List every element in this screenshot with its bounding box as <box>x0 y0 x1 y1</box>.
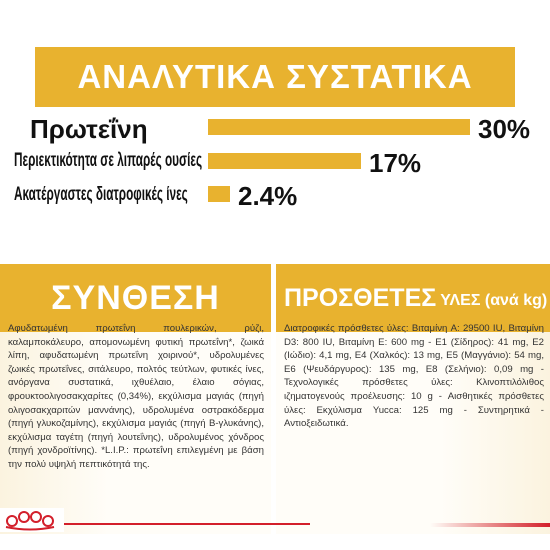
royal-crown-icon <box>0 508 64 532</box>
additives-text: Διατροφικές πρόσθετες ύλες: Βιταμίνη A: … <box>284 323 544 430</box>
composition-title-text: ΣΥΝΘΕΣΗ <box>51 278 220 317</box>
composition-text: Αφυδατωμένη πρωτεΐνη πουλερικών, ρύζι, κ… <box>8 323 264 470</box>
additives-title-text: ΠΡΟΣΘΕΤΕΣ <box>284 283 437 312</box>
brand-line-left <box>60 523 310 525</box>
additives-title-small: ΥΛΕΣ (ανά kg) <box>440 292 548 309</box>
protein-label: Πρωτεΐνη <box>30 114 148 144</box>
fat-bar <box>208 153 361 169</box>
fiber-label: Ακατέργαστες διατροφικές ίνες <box>14 184 188 205</box>
fiber-value: 2.4% <box>238 181 298 211</box>
protein-bar <box>208 119 470 135</box>
analysis-title: ΑΝΑΛΥΤΙΚΑ ΣΥΣΤΑΤΙΚΑ <box>35 47 515 107</box>
additives-panel: ΠΡΟΣΘΕΤΕΣ ΥΛΕΣ (ανά kg) Διατροφικές πρόσ… <box>276 264 550 534</box>
brand-line-right <box>430 523 550 527</box>
additives-title: ΠΡΟΣΘΕΤΕΣ ΥΛΕΣ (ανά kg) <box>276 264 550 332</box>
fat-label: Περιεκτικότητα σε λιπαρές ουσίες <box>14 150 203 171</box>
analysis-title-text: ΑΝΑΛΥΤΙΚΑ ΣΥΣΤΑΤΙΚΑ <box>77 58 473 95</box>
composition-title: ΣΥΝΘΕΣΗ <box>0 264 271 332</box>
fiber-bar <box>208 186 230 202</box>
protein-value: 30% <box>478 114 531 144</box>
fat-value: 17% <box>369 148 422 178</box>
composition-panel: ΣΥΝΘΕΣΗ Αφυδατωμένη πρωτεΐνη πουλερικών,… <box>0 264 271 534</box>
